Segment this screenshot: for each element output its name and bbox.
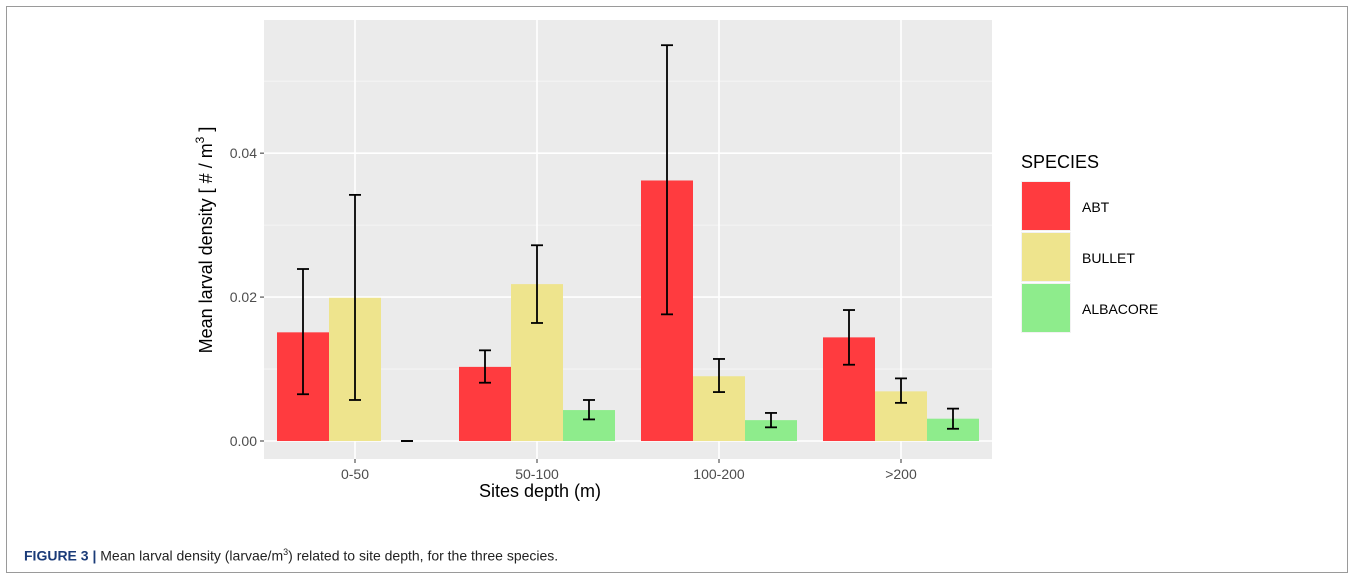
error-bars [297,44,959,442]
legend-title: SPECIES [1021,152,1099,172]
legend-items: ABT BULLET ALBACORE [1021,181,1158,333]
legend-label-bullet: BULLET [1082,250,1135,266]
x-tick-label: 100-200 [693,466,745,482]
legend-key-albacore [1022,284,1070,332]
caption-text: Mean larval density (larvae/m [96,547,284,564]
legend-label-abt: ABT [1082,199,1110,215]
legend-label-albacore: ALBACORE [1082,301,1158,317]
x-tick-label: 50-100 [515,466,559,482]
x-tick-label: 0-50 [341,466,369,482]
caption-text-end: ) related to site depth, for the three s… [288,547,559,564]
x-tick-label: >200 [885,466,917,482]
x-axis-title: Sites depth (m) [479,481,601,501]
caption-label: FIGURE 3 | [24,547,97,564]
legend-key-bullet [1022,233,1070,281]
y-axis-title-main: Mean larval density [ # / m [196,143,216,353]
y-axis-title-end: ] [196,127,216,137]
y-axis: 0.00 0.02 0.04 [230,145,264,449]
legend-key-abt [1022,182,1070,230]
y-tick-label: 0.02 [230,289,257,305]
bar-albacore-2 [745,420,797,442]
bar-albacore-3 [927,418,979,442]
y-axis-title-exp: 3 [193,136,207,143]
legend: SPECIES ABT BULLET ALBACORE [1021,152,1158,333]
y-axis-title: Mean larval density [ # / m3 ] [193,127,216,354]
figure-caption: FIGURE 3 | Mean larval density (larvae/m… [24,547,558,564]
y-tick-label: 0.04 [230,145,257,161]
caption-superscript: 3 [283,547,289,557]
figure-frame [6,6,1348,573]
y-tick-label: 0.00 [230,433,257,449]
x-axis: 0-50 50-100 100-200 >200 [341,459,917,482]
